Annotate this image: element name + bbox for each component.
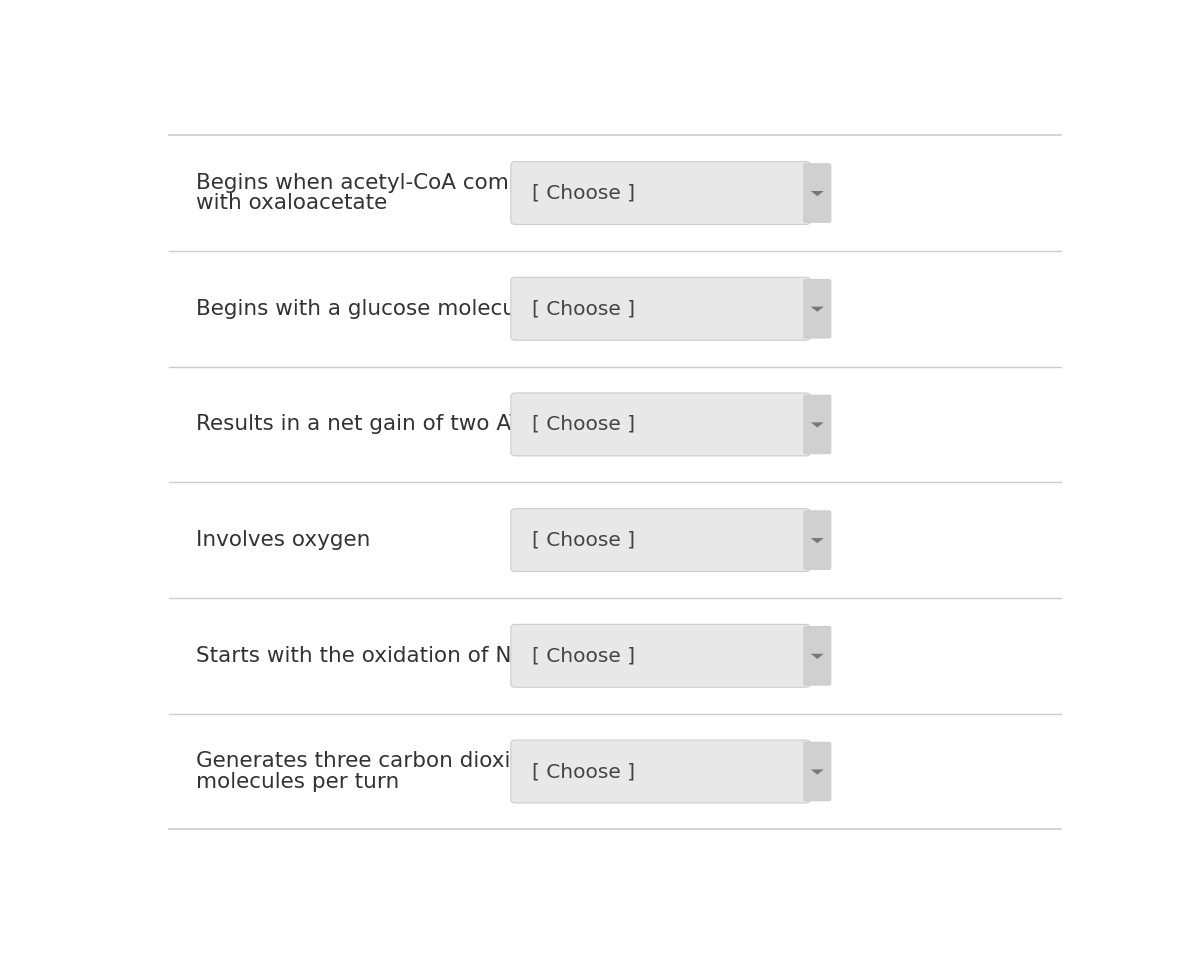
FancyBboxPatch shape (804, 626, 830, 685)
FancyBboxPatch shape (804, 742, 830, 800)
Text: Begins with a glucose molecule: Begins with a glucose molecule (197, 299, 535, 319)
FancyBboxPatch shape (804, 280, 830, 338)
FancyBboxPatch shape (511, 625, 810, 688)
Text: Involves oxygen: Involves oxygen (197, 530, 371, 550)
Polygon shape (811, 770, 823, 775)
Text: [ Choose ]: [ Choose ] (533, 299, 635, 318)
Text: [ Choose ]: [ Choose ] (533, 647, 635, 666)
Polygon shape (811, 422, 823, 428)
Text: Generates three carbon dioxide: Generates three carbon dioxide (197, 752, 538, 772)
FancyBboxPatch shape (511, 740, 810, 803)
Text: [ Choose ]: [ Choose ] (533, 531, 635, 550)
Text: Results in a net gain of two ATPs: Results in a net gain of two ATPs (197, 414, 547, 435)
Polygon shape (811, 307, 823, 312)
Text: [ Choose ]: [ Choose ] (533, 183, 635, 202)
FancyBboxPatch shape (511, 509, 810, 571)
Text: Begins when acetyl-CoA combines: Begins when acetyl-CoA combines (197, 173, 568, 193)
Text: molecules per turn: molecules per turn (197, 772, 400, 792)
Polygon shape (811, 191, 823, 196)
Text: Starts with the oxidation of NADH: Starts with the oxidation of NADH (197, 646, 559, 666)
FancyBboxPatch shape (804, 164, 830, 223)
FancyBboxPatch shape (804, 511, 830, 569)
Text: with oxaloacetate: with oxaloacetate (197, 193, 388, 213)
FancyBboxPatch shape (511, 393, 810, 456)
Polygon shape (811, 538, 823, 543)
FancyBboxPatch shape (511, 277, 810, 340)
Text: [ Choose ]: [ Choose ] (533, 762, 635, 781)
FancyBboxPatch shape (511, 161, 810, 224)
Text: [ Choose ]: [ Choose ] (533, 414, 635, 434)
Polygon shape (811, 654, 823, 659)
FancyBboxPatch shape (804, 395, 830, 454)
